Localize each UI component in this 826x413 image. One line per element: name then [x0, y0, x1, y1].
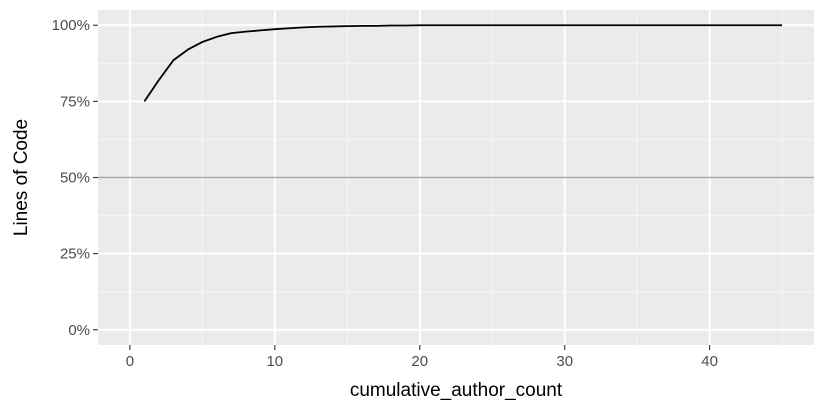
- x-tick-label: 10: [266, 353, 283, 370]
- y-tick-label: 25%: [60, 246, 90, 263]
- x-axis-title: cumulative_author_count: [350, 380, 563, 401]
- x-tick-label: 20: [411, 353, 428, 370]
- series-line: [143, 24, 783, 102]
- y-axis-title: Lines of Code: [11, 119, 32, 236]
- y-tick-label: 100%: [52, 17, 90, 34]
- x-tick-label: 30: [556, 353, 573, 370]
- y-tick-label: 0%: [68, 322, 90, 339]
- y-axis: 0% 25% 50% 75% 100%: [52, 17, 98, 339]
- y-tick-label: 50%: [60, 170, 90, 187]
- x-tick-label: 0: [126, 353, 134, 370]
- y-tick-label: 75%: [60, 93, 90, 110]
- x-tick-label: 40: [701, 353, 718, 370]
- x-axis: 0 10 20 30 40: [126, 345, 718, 370]
